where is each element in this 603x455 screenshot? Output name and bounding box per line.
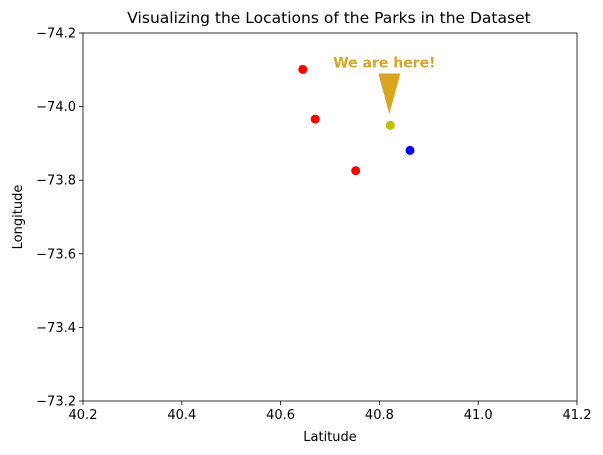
data-point: [351, 166, 361, 176]
x-axis-ticks: 40.2 40.4 40.6 40.8 41.0 41.2: [69, 401, 592, 423]
y-tick-label: −73.4: [36, 321, 76, 336]
x-tick-label: 41.2: [563, 408, 592, 423]
y-tick-label: −73.8: [36, 174, 76, 189]
plot-area: [82, 32, 578, 402]
data-points: [298, 64, 415, 176]
data-point: [298, 64, 308, 74]
y-tick-label: −73.2: [36, 395, 76, 410]
x-tick-label: 41.0: [464, 408, 493, 423]
y-tick-label: −74.0: [36, 100, 76, 115]
annotation-text: We are here!: [333, 55, 435, 71]
y-tick-label: −73.6: [36, 247, 76, 262]
data-point: [310, 114, 320, 124]
y-tick-label: −74.2: [36, 27, 76, 42]
x-tick-label: 40.4: [167, 408, 196, 423]
chart-title: Visualizing the Locations of the Parks i…: [127, 9, 530, 27]
y-axis-ticks: −74.2 −74.0 −73.8 −73.6 −73.4 −73.2: [36, 27, 83, 410]
x-tick-label: 40.6: [266, 408, 295, 423]
x-tick-label: 40.2: [69, 408, 98, 423]
annotation-arrow: [378, 73, 401, 114]
annotation: We are here!: [333, 55, 435, 114]
data-point: [405, 145, 415, 155]
y-axis-label: Longitude: [11, 185, 26, 250]
data-point: [385, 120, 395, 130]
x-tick-label: 40.8: [365, 408, 394, 423]
x-axis-label: Latitude: [303, 430, 357, 445]
